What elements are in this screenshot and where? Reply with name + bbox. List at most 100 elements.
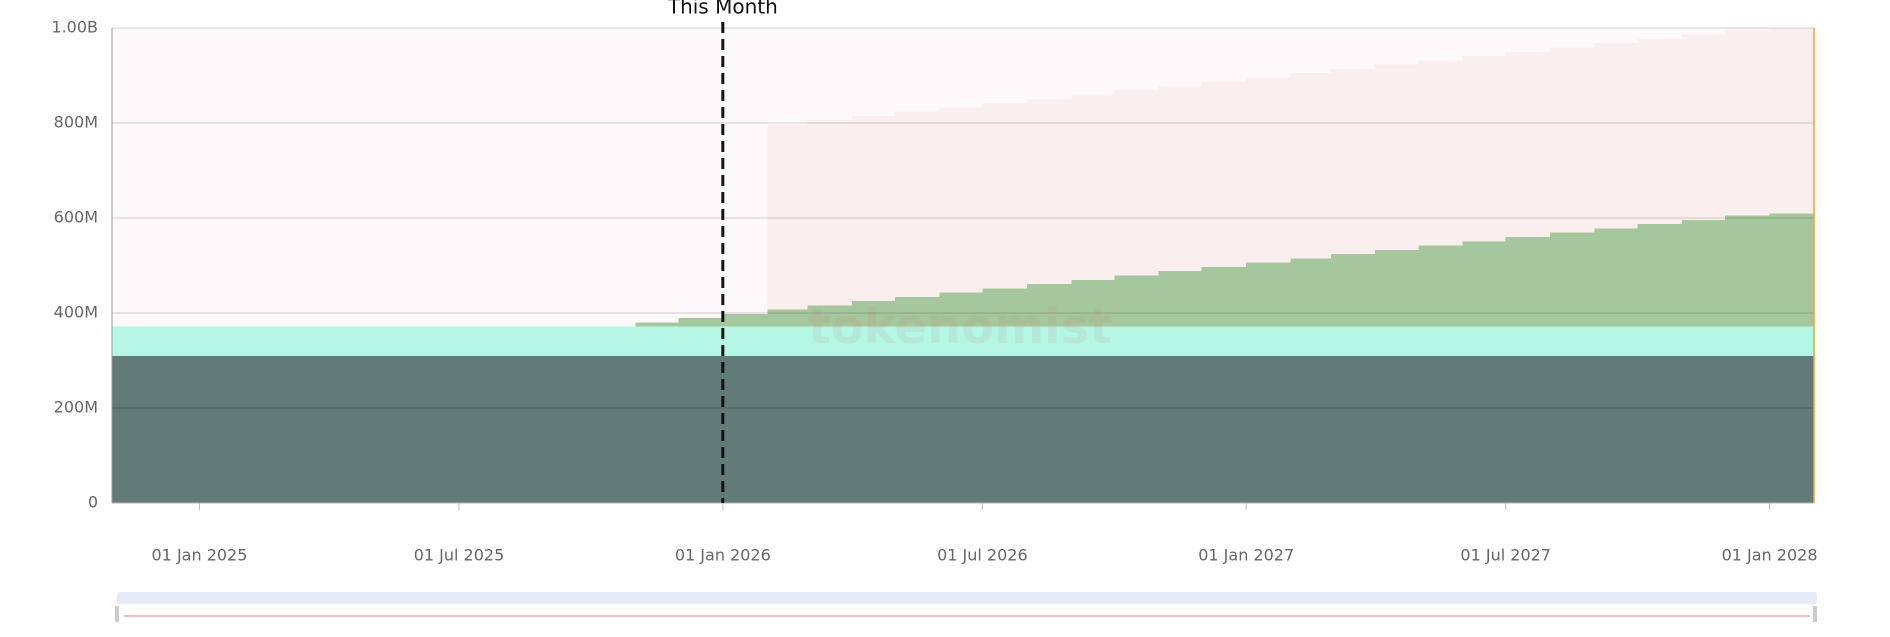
area-step (894, 355, 940, 503)
x-tick-label: 01 Jul 2026 (937, 546, 1028, 565)
x-tick-label: 01 Jan 2027 (1198, 546, 1294, 565)
area-step (1158, 326, 1202, 356)
area-step (547, 326, 591, 356)
area-step (1462, 56, 1506, 242)
area-step (1550, 232, 1595, 327)
area-step (1769, 213, 1814, 327)
area-step (1290, 355, 1331, 503)
area-step (371, 355, 416, 503)
area-step (982, 103, 1027, 289)
area-step (851, 326, 895, 356)
area-step (1550, 355, 1595, 503)
area-step (112, 326, 156, 356)
area-step (1418, 245, 1463, 327)
area-step (1418, 326, 1463, 356)
area-step (503, 326, 548, 356)
y-tick-label: 600M (54, 208, 98, 227)
area-step (1725, 355, 1770, 503)
area-step (284, 355, 329, 503)
area-step (1246, 355, 1291, 503)
area-step (1505, 51, 1551, 237)
area-step (590, 326, 636, 356)
y-tick-label: 1.00B (51, 18, 98, 37)
area-step (1769, 28, 1814, 214)
area-step (1330, 326, 1376, 356)
area-step (284, 326, 329, 356)
area-step (1026, 98, 1072, 285)
area-step (199, 355, 244, 503)
area-step (851, 355, 895, 503)
area-step (851, 301, 895, 327)
area-step (1682, 34, 1726, 220)
area-step (894, 111, 940, 297)
area-step (807, 355, 852, 503)
area-step (1505, 237, 1551, 327)
y-tick-label: 200M (54, 398, 98, 417)
area-step (807, 120, 852, 306)
area-step (415, 355, 459, 503)
area-step (1725, 326, 1770, 356)
areas (112, 28, 1814, 503)
area-step (1637, 326, 1683, 356)
area-step (415, 326, 459, 356)
area-step (243, 355, 285, 503)
area-step (1375, 249, 1419, 327)
area-step (939, 107, 983, 293)
area-step (635, 326, 679, 356)
area-step (1246, 77, 1291, 263)
area-step (635, 322, 679, 327)
range-slider[interactable] (115, 592, 1817, 622)
area-step (1637, 38, 1683, 225)
area-step (678, 318, 723, 327)
area-step (1505, 355, 1551, 503)
area-step (722, 313, 768, 327)
area-step (1071, 326, 1115, 356)
x-tick-label: 01 Jan 2028 (1722, 546, 1818, 565)
area-step (807, 326, 852, 356)
area-step (1375, 355, 1419, 503)
area-step (1201, 81, 1247, 267)
area-step (722, 326, 768, 356)
area-step (678, 326, 723, 356)
area-step (1594, 228, 1638, 327)
area-step (1158, 355, 1202, 503)
area-step (1682, 355, 1726, 503)
area-step (1594, 355, 1638, 503)
area-step (590, 355, 636, 503)
area-step (1725, 30, 1770, 216)
slider-handle-right[interactable] (1813, 606, 1817, 622)
area-step (328, 355, 372, 503)
area-step (1637, 355, 1683, 503)
area-step (1158, 85, 1202, 272)
area-step (1114, 275, 1159, 327)
area-step (1462, 355, 1506, 503)
area-step (1769, 326, 1814, 356)
area-step (371, 326, 416, 356)
area-step (199, 326, 244, 356)
area-step (939, 355, 983, 503)
slider-handle-left[interactable] (115, 606, 119, 622)
area-step (939, 326, 983, 356)
area-step (1462, 241, 1506, 327)
area-step (1071, 94, 1115, 280)
area-step (1290, 73, 1331, 259)
area-step (939, 292, 983, 327)
x-tick-label: 01 Jul 2027 (1460, 546, 1551, 565)
area-step (155, 355, 200, 503)
watermark: tokenomist (808, 299, 1112, 355)
slider-track[interactable] (117, 592, 1817, 604)
area-step (458, 355, 504, 503)
area-step (767, 309, 808, 327)
area-step (1201, 326, 1247, 356)
area-step (1114, 355, 1159, 503)
area-step (547, 355, 591, 503)
x-tick-label: 01 Jan 2025 (152, 546, 248, 565)
area-step (1505, 326, 1551, 356)
area-step (1769, 355, 1814, 503)
area-step (1682, 326, 1726, 356)
area-step (1026, 284, 1072, 327)
area-step (982, 288, 1027, 327)
area-step (1594, 326, 1638, 356)
